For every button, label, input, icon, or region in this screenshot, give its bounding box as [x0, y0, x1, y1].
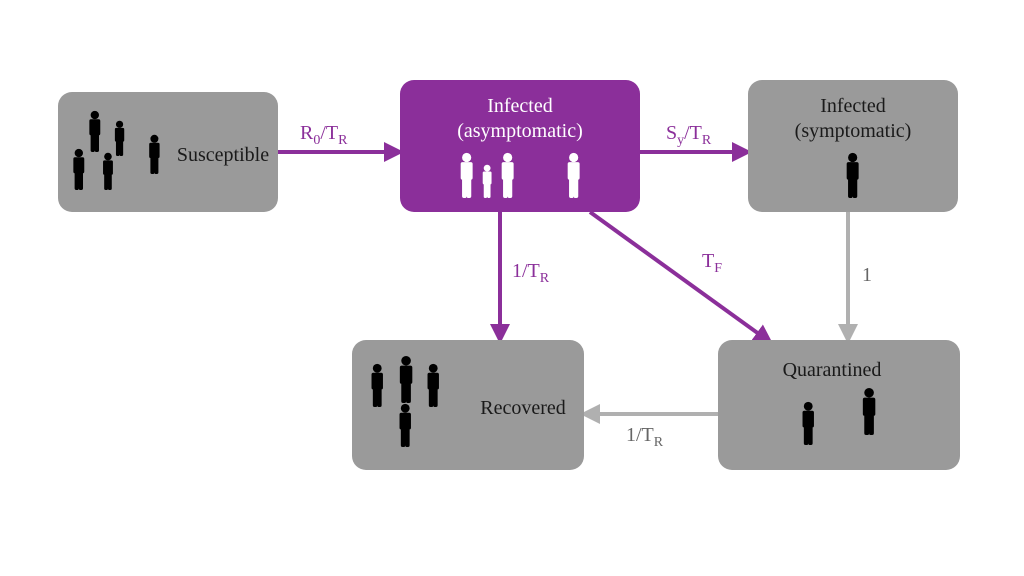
- node-label: Recovered: [480, 396, 566, 421]
- person-icon: [457, 152, 476, 198]
- people-group: [360, 355, 470, 455]
- person-icon: [498, 152, 517, 198]
- edge-label-e1: R0/TR: [300, 122, 347, 149]
- node-infected-symp: Infected(symptomatic): [748, 80, 958, 212]
- edge-label-e6: 1/TR: [626, 424, 663, 451]
- node-recovered: Recovered: [352, 340, 584, 470]
- node-quarantined: Quarantined: [718, 340, 960, 470]
- person-icon: [396, 403, 414, 447]
- node-label: Quarantined: [726, 358, 938, 383]
- edge-label-e4: TF: [702, 250, 722, 277]
- node-label: Infected(symptomatic): [795, 94, 912, 144]
- edge-label-e3: 1/TR: [512, 260, 549, 287]
- node-susceptible: Susceptible: [58, 92, 278, 212]
- people-group: [843, 152, 862, 198]
- person-icon: [146, 134, 163, 174]
- person-icon: [564, 152, 583, 198]
- people-group: [457, 152, 583, 198]
- edge-e4: [590, 212, 770, 342]
- person-icon: [368, 363, 386, 407]
- person-icon: [843, 152, 862, 198]
- person-icon: [396, 355, 416, 403]
- person-icon: [86, 110, 104, 152]
- edge-label-e2: Sy/TR: [666, 122, 711, 149]
- node-label: Susceptible: [177, 143, 269, 168]
- node-infected-asymp: Infected(asymptomatic): [400, 80, 640, 212]
- person-icon: [859, 387, 879, 435]
- person-icon: [70, 148, 88, 190]
- person-icon: [112, 120, 127, 156]
- person-icon: [799, 401, 817, 445]
- node-label: Infected(asymptomatic): [457, 94, 583, 144]
- person-icon: [480, 164, 494, 198]
- edge-label-e5: 1: [862, 264, 872, 287]
- person-icon: [100, 152, 116, 190]
- person-icon: [424, 363, 442, 407]
- people-group: [66, 104, 176, 200]
- people-group: [769, 383, 909, 453]
